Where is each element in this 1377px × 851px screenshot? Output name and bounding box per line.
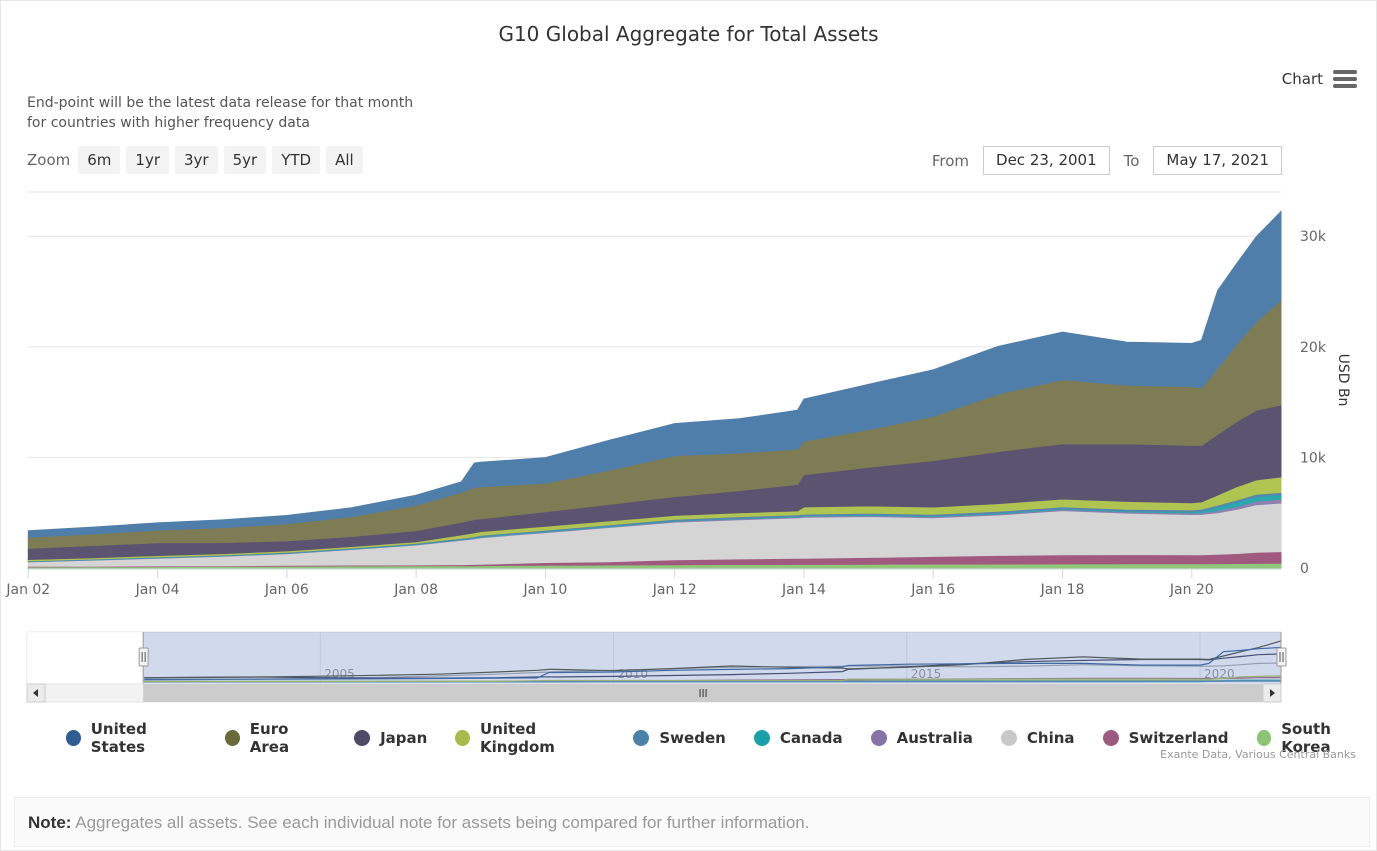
navigator-right-handle[interactable] — [1276, 647, 1287, 667]
zoom-label: Zoom — [27, 151, 71, 169]
chart-credits[interactable]: Exante Data, Various Central Banks — [1160, 748, 1356, 761]
area-series-united-states — [27, 210, 1282, 538]
legend-label: Japan — [380, 729, 428, 747]
zoom-ytd-button[interactable]: YTD — [272, 146, 321, 174]
legend-item-south-korea[interactable]: South Korea — [1256, 720, 1377, 756]
legend-marker-icon — [225, 730, 240, 746]
chart-plot: 0 10k 20k 30k USD Bn Jan 02 Jan 04 Jan 06 Jan 08… — [5, 191, 1351, 703]
legend-label: Australia — [896, 729, 973, 747]
legend-marker-icon — [633, 730, 650, 746]
legend-marker-icon — [1256, 730, 1272, 746]
legend-marker-icon — [1102, 730, 1119, 746]
legend-label: United Kingdom — [480, 720, 555, 756]
y-tick-label: 20k — [1300, 340, 1327, 356]
chart-menu-label: Chart — [1281, 70, 1323, 88]
note-text: Aggregates all assets. See each individu… — [71, 813, 810, 832]
zoom-5yr-button[interactable]: 5yr — [223, 146, 267, 174]
legend-label: China — [1026, 729, 1075, 747]
navigator-selection[interactable] — [143, 632, 1282, 684]
zoom-all-button[interactable]: All — [326, 146, 363, 174]
x-tick-label: Jan 14 — [781, 582, 826, 598]
x-tick-label: Jan 04 — [135, 582, 180, 598]
legend-label: United States — [90, 720, 147, 756]
y-tick-label: 0 — [1300, 561, 1309, 577]
navigator-line-united-states — [144, 646, 1282, 680]
to-label: To — [1123, 151, 1140, 170]
from-date-input[interactable]: Dec 23, 2001 — [983, 146, 1110, 175]
navigator-unselected-mask — [27, 632, 144, 684]
x-tick-label: Jan 08 — [393, 582, 438, 598]
note-box: Note: Aggregates all assets. See each in… — [14, 797, 1370, 847]
x-tick-label: Jan 12 — [652, 582, 697, 598]
x-tick-label: Jan 18 — [1040, 582, 1085, 598]
legend-label: Sweden — [659, 729, 726, 747]
legend-marker-icon — [455, 730, 471, 746]
legend-label: Canada — [779, 729, 843, 747]
navigator-left-handle[interactable] — [138, 647, 149, 667]
chart-subtitle: End-point will be the latest data releas… — [27, 93, 413, 133]
zoom-selector: Zoom 6m 1yr 3yr 5yr YTD All — [27, 146, 363, 174]
legend-item-euro-area[interactable]: Euro Area — [225, 720, 326, 756]
to-date-input[interactable]: May 17, 2021 — [1153, 146, 1282, 175]
legend-marker-icon — [66, 730, 81, 746]
legend-marker-icon — [753, 730, 770, 746]
chart-menu-button[interactable]: Chart — [1282, 70, 1357, 88]
legend-marker-icon — [870, 730, 887, 746]
hamburger-menu-icon[interactable] — [1333, 70, 1357, 88]
legend-item-united-kingdom[interactable]: United Kingdom — [455, 720, 605, 756]
arrow-right-icon — [1270, 689, 1275, 697]
navigator-line-euro-area — [144, 640, 1282, 679]
from-label: From — [931, 151, 970, 170]
zoom-6m-button[interactable]: 6m — [78, 146, 121, 174]
x-tick-label: Jan 06 — [264, 582, 309, 598]
legend-item-australia[interactable]: Australia — [870, 720, 973, 756]
y-tick-label: 10k — [1300, 450, 1327, 466]
y-axis-title: USD Bn — [1335, 354, 1351, 407]
x-tick-label: Jan 20 — [1169, 582, 1214, 598]
legend-item-united-states[interactable]: United States — [66, 720, 197, 756]
legend-marker-icon — [1000, 730, 1017, 746]
y-tick-label: 30k — [1300, 229, 1327, 245]
subtitle-line: End-point will be the latest data releas… — [27, 95, 414, 111]
navigator-line-united-kingdom — [144, 675, 1282, 683]
legend-label: South Korea — [1281, 720, 1331, 756]
x-tick-label: Jan 16 — [910, 582, 955, 598]
zoom-1yr-button[interactable]: 1yr — [126, 146, 169, 174]
navigator-line-china — [144, 662, 1282, 681]
chart-legend: United States Euro Area Japan United Kin… — [66, 720, 1377, 756]
subtitle-line: for countries with higher frequency data — [27, 115, 310, 131]
x-tick-label: Jan 02 — [5, 582, 50, 598]
legend-item-canada[interactable]: Canada — [753, 720, 843, 756]
arrow-left-icon — [33, 689, 38, 697]
legend-label: Switzerland — [1128, 729, 1229, 747]
legend-label: Euro Area — [249, 720, 290, 756]
date-range-selector: From Dec 23, 2001 To May 17, 2021 — [932, 146, 1282, 175]
legend-item-sweden[interactable]: Sweden — [633, 720, 726, 756]
legend-marker-icon — [354, 730, 371, 746]
legend-item-china[interactable]: China — [1000, 720, 1075, 756]
chart-title: G10 Global Aggregate for Total Assets — [498, 22, 879, 46]
note-label: Note: — [28, 813, 72, 832]
legend-item-switzerland[interactable]: Switzerland — [1102, 720, 1229, 756]
zoom-3yr-button[interactable]: 3yr — [175, 146, 218, 174]
x-tick-label: Jan 10 — [522, 582, 567, 598]
legend-item-japan[interactable]: Japan — [354, 720, 427, 756]
navigator-tick-label: 2015 — [911, 667, 942, 681]
